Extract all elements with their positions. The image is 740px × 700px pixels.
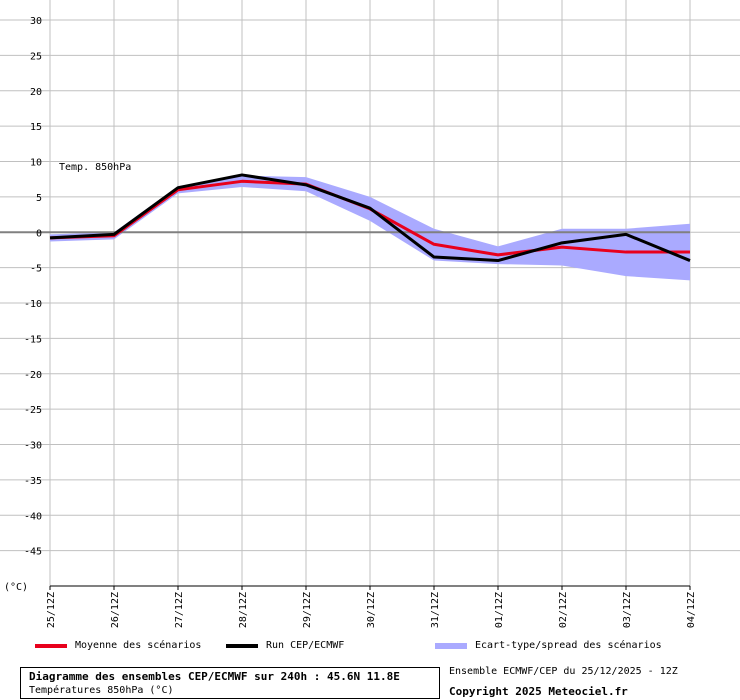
x-tick-label: 30/12Z	[366, 592, 377, 628]
legend-spread-swatch	[435, 642, 467, 649]
legend-mean-swatch	[35, 643, 67, 648]
x-tick-label: 31/12Z	[430, 592, 441, 628]
y-tick-label: -25	[24, 405, 42, 416]
x-tick-label: 25/12Z	[46, 592, 57, 628]
legend-run: Run CEP/ECMWF	[226, 640, 344, 651]
y-tick-label: 20	[30, 87, 42, 98]
x-tick-label: 28/12Z	[238, 592, 249, 628]
series-layer	[49, 173, 691, 263]
y-tick-label: -10	[24, 299, 42, 310]
legend-mean: Moyenne des scénarios	[35, 640, 201, 651]
legend-spread: Ecart-type/spread des scénarios	[435, 640, 662, 651]
ensemble-chart: 30 25 20 15 10 5 0 -5 -10 -15 -20 -25 -30 -35 -40 -45 25…	[0, 0, 740, 628]
spread-band	[50, 175, 690, 281]
x-tick-label: 26/12Z	[110, 592, 121, 628]
chart-grid	[0, 0, 740, 586]
copyright: Copyright 2025 Meteociel.fr	[449, 685, 628, 698]
y-tick-label: -30	[24, 441, 42, 452]
y-tick-label: -15	[24, 334, 42, 345]
y-tick-label: 25	[30, 51, 42, 62]
spread-band-layer	[50, 175, 690, 281]
y-tick-label: 0	[36, 228, 42, 239]
chart-info-box: Diagramme des ensembles CEP/ECMWF sur 24…	[20, 667, 440, 699]
x-tick-label: 02/12Z	[558, 592, 569, 628]
chart-title: Diagramme des ensembles CEP/ECMWF sur 24…	[29, 670, 400, 683]
legend-run-swatch	[226, 643, 258, 648]
x-tick-label: 03/12Z	[622, 592, 633, 628]
x-tick-label: 29/12Z	[302, 592, 313, 628]
y-tick-label: 30	[30, 16, 42, 27]
axis-layer: 30 25 20 15 10 5 0 -5 -10 -15 -20 -25 -30 -35 -40 -45 25…	[24, 16, 697, 628]
y-tick-label: -45	[24, 547, 42, 558]
x-tick-label: 27/12Z	[174, 592, 185, 628]
y-tick-label: 10	[30, 158, 42, 169]
y-axis-unit-label: (°C)	[4, 582, 28, 593]
legend-mean-label: Moyenne des scénarios	[75, 640, 202, 651]
y-tick-label: 5	[36, 193, 42, 204]
legend-spread-label: Ecart-type/spread des scénarios	[475, 640, 662, 651]
y-tick-label: -20	[24, 370, 42, 381]
y-tick-label: -40	[24, 511, 42, 522]
chart-subtitle: Températures 850hPa (°C)	[29, 685, 174, 696]
run-info: Ensemble ECMWF/CEP du 25/12/2025 - 12Z	[449, 666, 678, 677]
run-line	[49, 173, 691, 263]
y-tick-label: 15	[30, 122, 42, 133]
legend-run-label: Run CEP/ECMWF	[266, 640, 345, 651]
variable-label: Temp. 850hPa	[59, 162, 131, 173]
x-tick-label: 04/12Z	[686, 592, 697, 628]
y-tick-label: -5	[30, 264, 42, 275]
y-tick-label: -35	[24, 476, 42, 487]
x-tick-label: 01/12Z	[494, 592, 505, 628]
